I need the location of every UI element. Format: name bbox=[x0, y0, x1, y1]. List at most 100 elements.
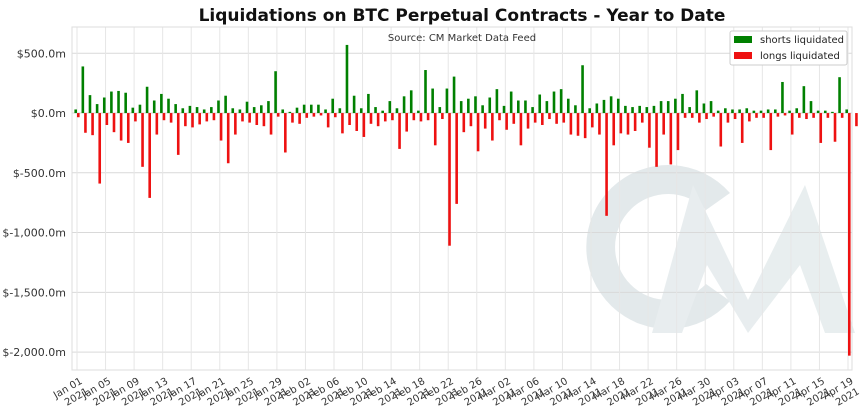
y-tick-label: $500.0m bbox=[17, 47, 66, 60]
shorts-bar bbox=[631, 107, 634, 114]
shorts-bar bbox=[388, 101, 392, 114]
shorts-bar bbox=[381, 110, 384, 114]
shorts-bar bbox=[317, 104, 320, 114]
longs-bar bbox=[162, 113, 166, 121]
longs-bar bbox=[426, 113, 430, 121]
longs-bar bbox=[341, 113, 344, 134]
shorts-bar bbox=[174, 104, 177, 114]
longs-bar bbox=[626, 113, 630, 135]
shorts-bar bbox=[217, 100, 220, 114]
shorts-bar bbox=[167, 98, 170, 114]
longs-bar bbox=[676, 113, 680, 151]
longs-bar bbox=[591, 113, 594, 128]
shorts-bar bbox=[716, 110, 720, 114]
chart-source: Source: CM Market Data Feed bbox=[388, 33, 536, 44]
shorts-bar bbox=[588, 108, 591, 114]
longs-bar bbox=[505, 113, 508, 130]
longs-bars bbox=[77, 113, 858, 356]
longs-bar bbox=[576, 113, 580, 136]
shorts-bar bbox=[545, 101, 549, 114]
shorts-bar bbox=[102, 97, 106, 114]
shorts-bar bbox=[745, 108, 749, 114]
longs-bar bbox=[448, 113, 451, 246]
longs-bar bbox=[519, 113, 523, 146]
legend-swatch-shorts bbox=[734, 36, 752, 43]
shorts-bar bbox=[759, 110, 763, 114]
shorts-bar bbox=[160, 93, 163, 114]
longs-bar bbox=[783, 113, 787, 116]
shorts-bar bbox=[624, 105, 627, 114]
shorts-bar bbox=[245, 101, 249, 114]
chart-title: Liquidations on BTC Perpetual Contracts … bbox=[199, 6, 726, 26]
longs-bar bbox=[305, 113, 309, 118]
longs-bar bbox=[840, 113, 844, 118]
shorts-bar bbox=[802, 86, 806, 114]
longs-bar bbox=[184, 113, 187, 127]
shorts-bar bbox=[524, 100, 527, 114]
shorts-bar bbox=[702, 103, 706, 114]
longs-bar bbox=[112, 113, 116, 133]
longs-bar bbox=[683, 113, 687, 118]
shorts-bar bbox=[424, 70, 427, 114]
shorts-bar bbox=[616, 98, 620, 114]
shorts-bar bbox=[709, 101, 713, 114]
watermark-m-shape bbox=[652, 185, 855, 333]
legend-box bbox=[729, 30, 848, 66]
shorts-bar bbox=[831, 111, 834, 114]
longs-bar bbox=[740, 113, 744, 143]
longs-bar bbox=[234, 113, 237, 135]
longs-bar bbox=[512, 113, 516, 124]
longs-bar bbox=[433, 113, 437, 146]
longs-bar bbox=[833, 113, 837, 142]
longs-bar bbox=[569, 113, 573, 135]
longs-bar bbox=[84, 113, 87, 133]
shorts-bar bbox=[517, 100, 520, 114]
longs-bar bbox=[255, 113, 259, 125]
longs-bar bbox=[855, 113, 858, 127]
longs-bar bbox=[669, 113, 673, 165]
longs-bar bbox=[755, 113, 758, 118]
shorts-bar bbox=[531, 107, 534, 114]
shorts-bar bbox=[274, 71, 277, 114]
longs-bar bbox=[726, 113, 730, 123]
longs-bar bbox=[369, 113, 373, 124]
longs-bar bbox=[662, 113, 665, 135]
shorts-bar bbox=[81, 66, 85, 114]
longs-bar bbox=[533, 113, 537, 123]
longs-bar bbox=[633, 113, 637, 131]
shorts-bar bbox=[117, 90, 120, 114]
longs-bar bbox=[612, 113, 616, 146]
cm-logo-watermark bbox=[586, 165, 855, 333]
longs-bar bbox=[712, 113, 715, 117]
longs-bar bbox=[719, 113, 723, 147]
longs-bar bbox=[848, 113, 851, 356]
longs-bar bbox=[698, 113, 701, 123]
shorts-bar bbox=[838, 77, 841, 114]
shorts-bar bbox=[502, 105, 506, 114]
longs-bar bbox=[291, 113, 294, 123]
longs-bar bbox=[655, 113, 658, 167]
longs-bar bbox=[205, 113, 209, 122]
shorts-bar bbox=[345, 44, 349, 114]
longs-bar bbox=[819, 113, 823, 143]
longs-bar bbox=[491, 113, 494, 141]
shorts-bar bbox=[467, 98, 470, 114]
shorts-bar bbox=[402, 96, 406, 114]
longs-bar bbox=[769, 113, 773, 151]
longs-bar bbox=[476, 113, 480, 152]
shorts-bar bbox=[574, 105, 577, 114]
shorts-bar bbox=[338, 108, 342, 114]
longs-bar bbox=[441, 113, 444, 120]
longs-bar bbox=[91, 113, 94, 136]
shorts-bar bbox=[374, 107, 377, 114]
longs-bar bbox=[126, 113, 130, 143]
longs-bar bbox=[391, 113, 394, 121]
shorts-bar bbox=[752, 110, 756, 114]
longs-bar bbox=[462, 113, 466, 133]
longs-bar bbox=[376, 113, 380, 127]
longs-bar bbox=[776, 113, 780, 117]
plot-area bbox=[71, 26, 858, 371]
longs-bar bbox=[762, 113, 765, 118]
shorts-bar bbox=[359, 108, 363, 114]
